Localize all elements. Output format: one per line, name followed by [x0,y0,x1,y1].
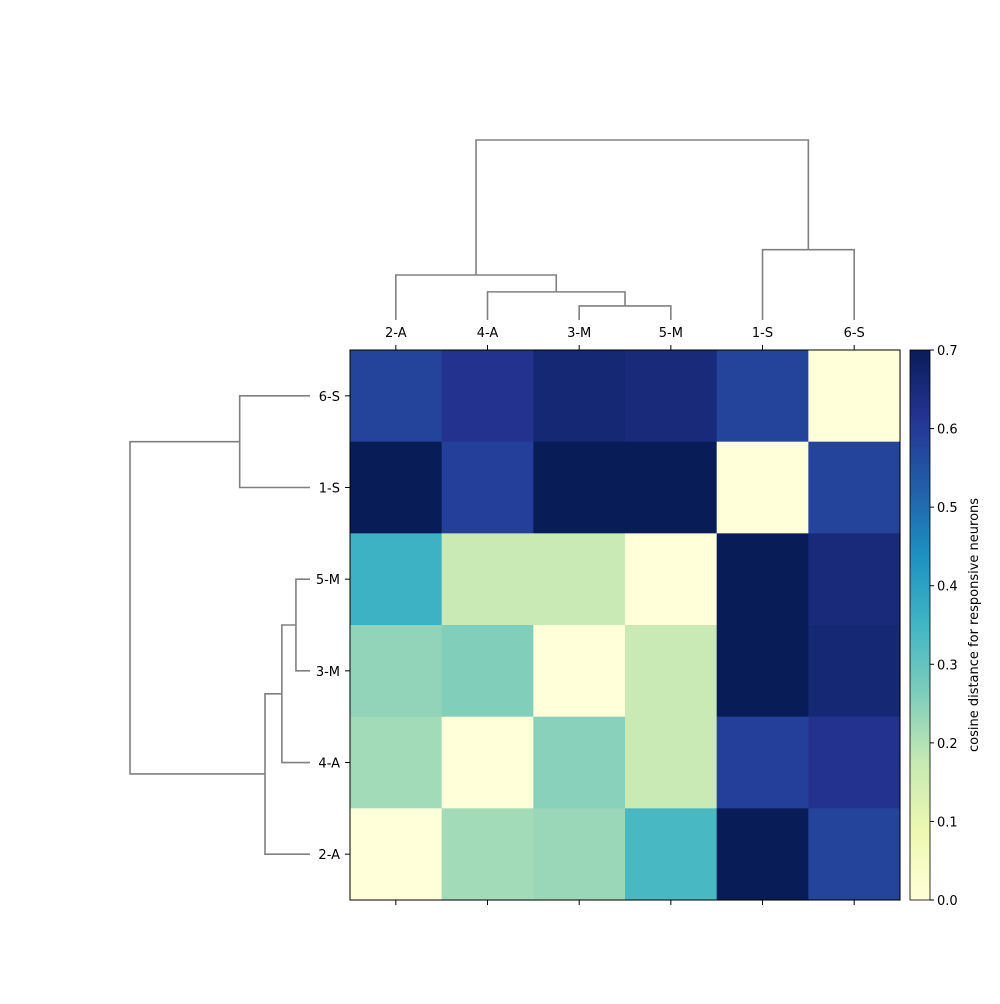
heatmap-cell [716,716,809,809]
heatmap-cell [350,350,443,443]
heatmap-cell [441,808,534,901]
heatmap-cell [533,808,626,901]
heatmap-cell [625,441,718,534]
heatmap-cell [441,625,534,718]
heatmap-cell [716,808,809,901]
heatmap-cell [533,716,626,809]
heatmap-frame [349,349,901,901]
heatmap-cell [441,533,534,626]
colorbar [909,349,931,901]
row-label: 3-M [316,665,340,680]
heatmap-cell [350,533,443,626]
row-label: 6-S [319,390,340,405]
colorbar-tick-label: 0.7 [937,344,958,359]
heatmap-cell [625,716,718,809]
heatmap-cell [808,716,901,809]
heatmap-cell [533,625,626,718]
colorbar-tick-label: 0.6 [937,423,958,438]
row-label: 4-A [318,757,340,772]
heatmap-cell [625,625,718,718]
colorbar-tick-label: 0.4 [937,580,958,595]
colorbar-tick-label: 0.5 [937,501,958,516]
heatmap-cell [716,533,809,626]
colorbar-tick-label: 0.3 [937,658,958,673]
heatmap-cell [716,350,809,443]
heatmap-cell [716,441,809,534]
top-dendrogram-link [578,305,672,320]
top-dendrogram-link [761,248,855,320]
heatmap-cell [808,625,901,718]
top-dendrogram-link [395,274,558,320]
column-label: 6-S [844,326,865,341]
top-dendrogram-link [475,139,810,275]
colorbar-tick-label: 0.0 [937,894,958,909]
column-label: 3-M [567,326,591,341]
heatmap-cell [350,625,443,718]
column-label: 1-S [752,326,773,341]
heatmap-cell [716,625,809,718]
heatmap-cell [808,533,901,626]
colorbar-tick-label: 0.2 [937,737,958,752]
heatmap-cell [808,808,901,901]
heatmap-cell [625,533,718,626]
colorbar-tick-label: 0.1 [937,815,958,830]
heatmap-cell [533,533,626,626]
heatmap-cell [441,716,534,809]
left-dendrogram-link [238,395,310,489]
left-dendrogram-link [129,440,265,775]
heatmap-cell [625,808,718,901]
column-label: 5-M [659,326,683,341]
row-label: 5-M [316,573,340,588]
heatmap-cell [350,808,443,901]
heatmap-cell [808,350,901,443]
heatmap-cell [350,441,443,534]
column-label: 4-A [477,326,499,341]
heatmap-cell [441,441,534,534]
left-dendrogram-link [295,578,310,672]
colorbar-label: cosine distance for responsive neurons [967,498,982,752]
heatmap-cell [533,350,626,443]
heatmap-cell [808,441,901,534]
row-label: 2-A [318,848,340,863]
heatmap-cell [533,441,626,534]
column-label: 2-A [385,326,407,341]
row-label: 1-S [319,482,340,497]
heatmap-cell [625,350,718,443]
heatmap-cell [350,716,443,809]
left-dendrogram-link [264,692,310,855]
heatmap-cell [441,350,534,443]
